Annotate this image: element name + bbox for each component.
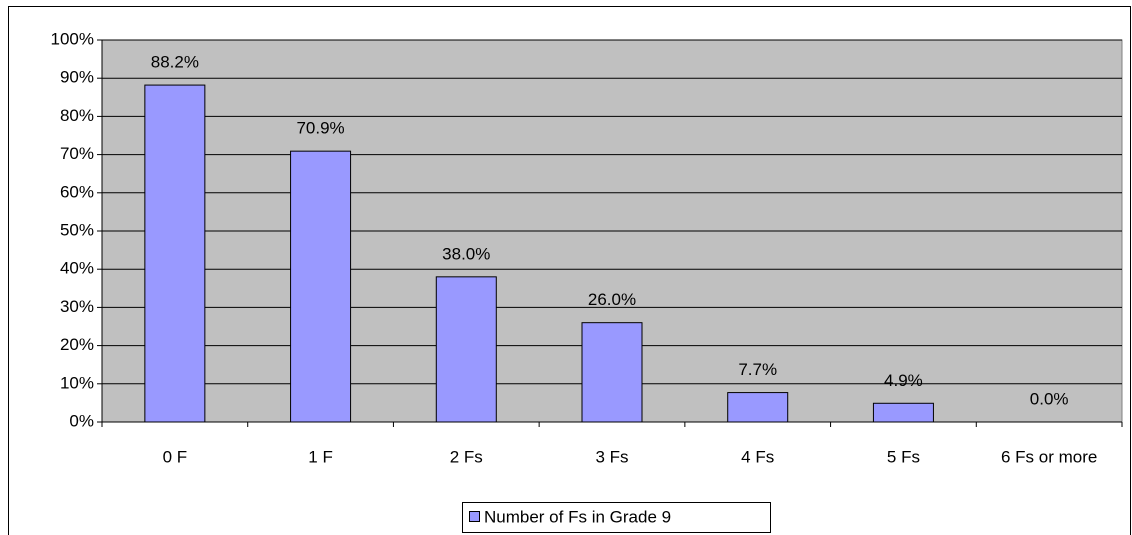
y-tick-label: 10% [60,373,94,392]
y-tick-label: 20% [60,335,94,354]
y-tick-label: 30% [60,297,94,316]
x-tick-label: 0 F [163,447,188,466]
bar [290,150,352,423]
value-label: 7.7% [738,360,777,379]
y-tick-label: 60% [60,182,94,201]
value-label: 38.0% [442,244,490,263]
y-tick-label: 90% [60,68,94,87]
legend-marker [469,511,480,522]
x-tick-label: 1 F [308,447,333,466]
y-tick-label: 70% [60,144,94,163]
y-tick-label: 40% [60,259,94,278]
x-tick-label: 3 Fs [595,447,628,466]
x-tick-label: 4 Fs [741,447,774,466]
y-tick-label: 80% [60,106,94,125]
x-tick-label: 2 Fs [450,447,483,466]
bar [435,276,497,423]
value-label: 88.2% [151,53,199,72]
value-label: 70.9% [296,119,344,138]
value-label: 4.9% [884,371,923,390]
y-tick-label: 50% [60,220,94,239]
y-tick-label: 0% [69,411,94,430]
x-tick-label: 6 Fs or more [1001,447,1097,466]
bar [872,402,934,423]
value-label: 0.0% [1030,389,1069,408]
bar [727,392,789,423]
x-tick-label: 5 Fs [887,447,920,466]
legend-label: Number of Fs in Grade 9 [484,507,671,526]
bar [581,322,643,423]
y-tick-label: 100% [51,29,94,48]
legend-box [462,502,771,533]
value-label: 26.0% [588,290,636,309]
bar [144,84,206,423]
